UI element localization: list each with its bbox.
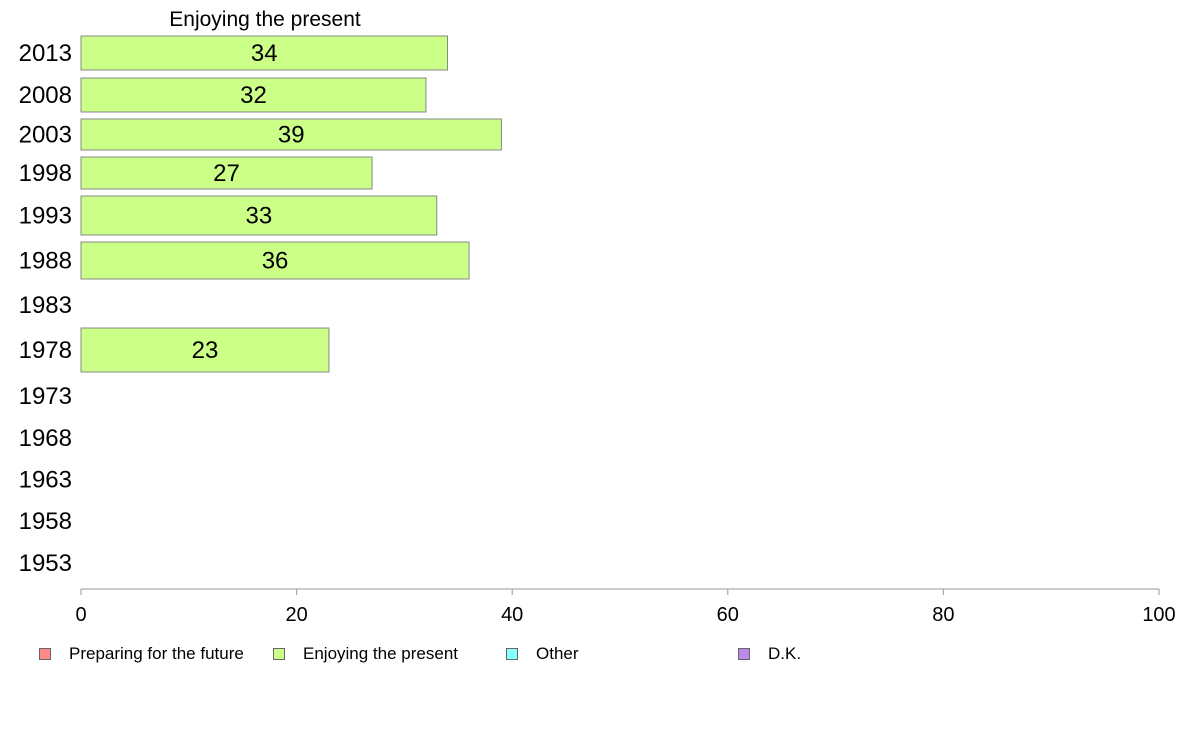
x-tick-label: 60 xyxy=(717,604,739,626)
y-tick-label: 1953 xyxy=(19,550,72,577)
bar xyxy=(80,195,438,236)
data-label: 27 xyxy=(213,160,240,187)
legend-label: Preparing for the future xyxy=(69,644,244,663)
legend-label: D.K. xyxy=(768,644,802,663)
y-tick-label: 1983 xyxy=(19,292,72,319)
x-tick-label: 80 xyxy=(932,604,954,626)
chart-title: Enjoying the present xyxy=(169,8,361,31)
bar xyxy=(80,118,502,151)
y-tick-label: 1993 xyxy=(19,203,72,230)
legend-swatch xyxy=(39,648,51,660)
legend-swatch xyxy=(273,648,285,660)
y-tick-label: 1968 xyxy=(19,425,72,452)
x-tick-label: 20 xyxy=(285,604,307,626)
legend-label: Other xyxy=(536,644,579,663)
y-tick-label: 1963 xyxy=(19,467,72,494)
y-tick-label: 1978 xyxy=(19,337,72,364)
y-tick-label: 1973 xyxy=(19,383,72,410)
legend-item-other: Other xyxy=(506,642,579,666)
bar xyxy=(80,35,449,71)
y-tick-label: 1958 xyxy=(19,508,72,535)
data-label: 36 xyxy=(262,248,289,275)
x-tick-label: 0 xyxy=(75,604,86,626)
bar xyxy=(80,327,330,373)
data-label: 23 xyxy=(192,337,219,364)
legend-item-dk: D.K. xyxy=(738,642,801,666)
y-tick-label: 2008 xyxy=(19,82,72,109)
legend-label: Enjoying the present xyxy=(303,644,458,663)
y-tick-label: 1998 xyxy=(19,160,72,187)
legend-item-enjoying: Enjoying the present xyxy=(273,642,458,666)
bar xyxy=(80,77,427,113)
x-tick-label: 100 xyxy=(1142,604,1175,626)
bar xyxy=(80,241,470,280)
bar xyxy=(80,156,373,190)
data-label: 32 xyxy=(240,82,267,109)
legend-swatch xyxy=(506,648,518,660)
y-axis-labels: 2013 2008 2003 1998 1993 1988 1983 1978 1973 1968… xyxy=(19,40,72,577)
legend: Preparing for the future Enjoying the pr… xyxy=(0,642,1188,666)
x-tick-label: 40 xyxy=(501,604,523,626)
y-tick-label: 2013 xyxy=(19,40,72,67)
data-label: 33 xyxy=(246,203,273,230)
legend-item-preparing: Preparing for the future xyxy=(39,642,244,666)
x-axis: 0 20 40 60 80 100 xyxy=(75,588,1176,626)
data-label: 34 xyxy=(251,40,278,67)
y-tick-label: 2003 xyxy=(19,122,72,149)
y-tick-label: 1988 xyxy=(19,248,72,275)
data-label: 39 xyxy=(278,122,305,149)
legend-swatch xyxy=(738,648,750,660)
